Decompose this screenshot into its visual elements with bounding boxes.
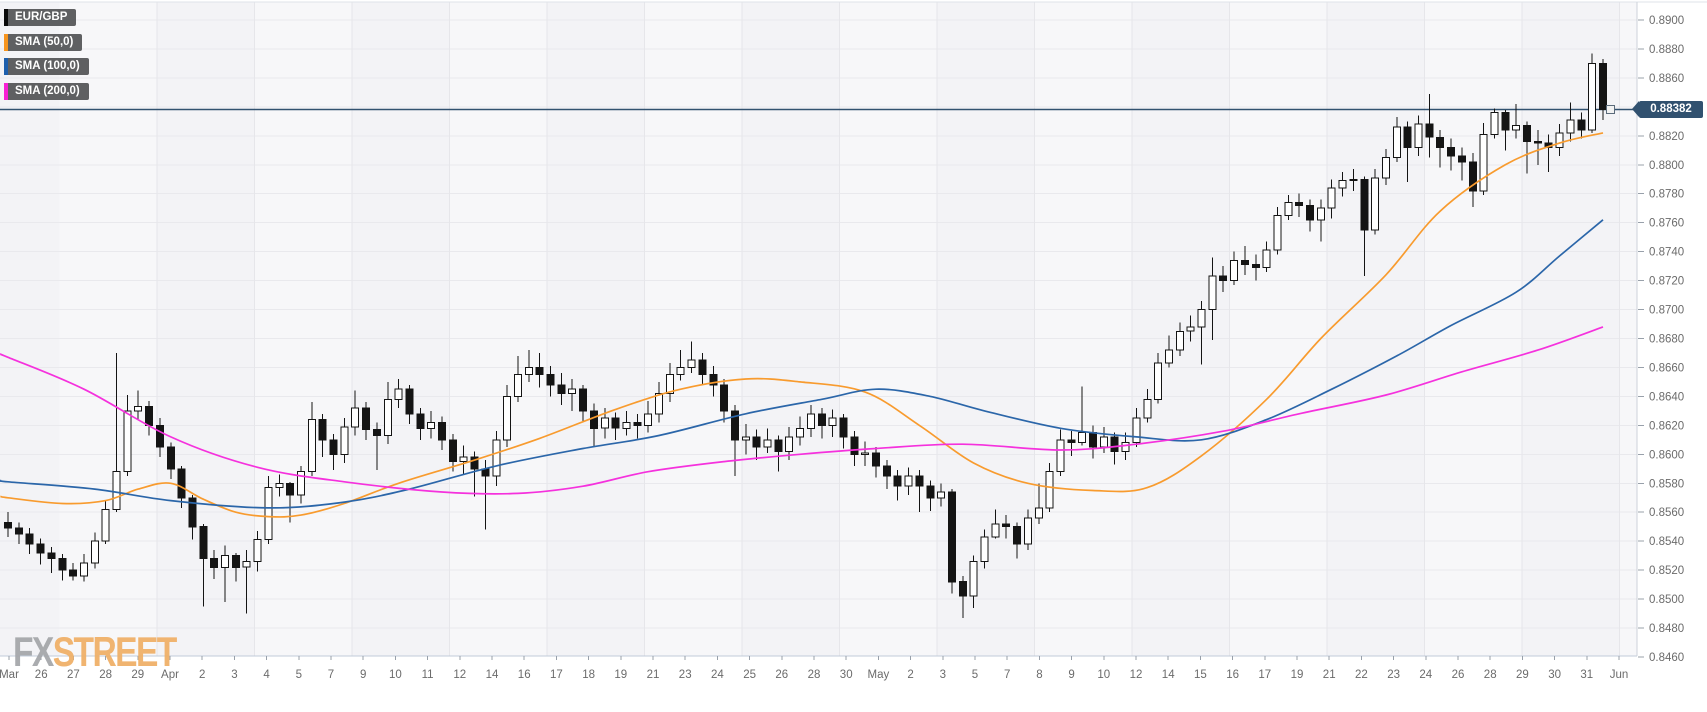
svg-text:28: 28 [1484, 669, 1497, 681]
svg-text:24: 24 [1419, 669, 1432, 681]
svg-text:2: 2 [907, 669, 913, 681]
svg-text:18: 18 [582, 669, 595, 681]
svg-text:28: 28 [808, 669, 821, 681]
svg-text:29: 29 [1516, 669, 1529, 681]
svg-text:0.8700: 0.8700 [1649, 305, 1684, 317]
svg-text:9: 9 [360, 669, 366, 681]
svg-text:0.8480: 0.8480 [1649, 623, 1684, 635]
svg-text:0.8520: 0.8520 [1649, 565, 1684, 577]
svg-text:14: 14 [1162, 669, 1175, 681]
candlesticks [4, 53, 1607, 618]
svg-text:15: 15 [1194, 669, 1207, 681]
legend-item-sma50[interactable]: SMA (50,0) [4, 33, 83, 51]
svg-text:3: 3 [231, 669, 237, 681]
legend-item-label: EUR/GBP [8, 9, 77, 26]
svg-text:30: 30 [840, 669, 853, 681]
legend-item-label: SMA (100,0) [8, 58, 89, 75]
logo-fx-text: FX [13, 628, 54, 675]
svg-text:25: 25 [743, 669, 756, 681]
svg-text:0.8460: 0.8460 [1649, 652, 1684, 664]
svg-text:Mar: Mar [0, 669, 19, 681]
series-color-bar [4, 33, 8, 51]
svg-text:7: 7 [328, 669, 334, 681]
sma50-line [0, 132, 1604, 518]
svg-text:3: 3 [940, 669, 946, 681]
svg-text:0.8640: 0.8640 [1649, 391, 1684, 403]
svg-text:0.8900: 0.8900 [1649, 15, 1684, 27]
svg-text:14: 14 [486, 669, 499, 681]
svg-text:5: 5 [296, 669, 302, 681]
svg-text:23: 23 [679, 669, 692, 681]
svg-text:16: 16 [1226, 669, 1239, 681]
series-color-bar [4, 82, 8, 100]
svg-text:11: 11 [422, 669, 434, 681]
svg-text:10: 10 [389, 669, 402, 681]
sma200-line [0, 326, 1604, 495]
legend-item-label: SMA (200,0) [8, 82, 89, 100]
svg-text:22: 22 [1355, 669, 1368, 681]
svg-text:30: 30 [1548, 669, 1561, 681]
legend-item-pair[interactable]: EUR/GBP [4, 9, 77, 26]
legend: EUR/GBP SMA (50,0) SMA (100,0) SMA (200,… [4, 9, 89, 107]
svg-text:17: 17 [1258, 669, 1271, 681]
svg-text:10: 10 [1097, 669, 1110, 681]
svg-text:0.8600: 0.8600 [1649, 449, 1684, 461]
svg-text:31: 31 [1580, 669, 1593, 681]
svg-text:5: 5 [972, 669, 978, 681]
svg-text:0.8800: 0.8800 [1649, 160, 1684, 172]
svg-text:Apr: Apr [161, 669, 179, 681]
legend-item-sma100[interactable]: SMA (100,0) [4, 58, 89, 75]
svg-text:0.8660: 0.8660 [1649, 363, 1684, 375]
svg-text:29: 29 [131, 669, 144, 681]
svg-text:0.8880: 0.8880 [1649, 44, 1684, 56]
svg-text:May: May [868, 669, 890, 681]
series-color-bar [4, 58, 8, 75]
svg-text:0.8620: 0.8620 [1649, 420, 1684, 432]
svg-text:12: 12 [453, 669, 466, 681]
svg-text:0.8500: 0.8500 [1649, 594, 1684, 606]
svg-text:0.8860: 0.8860 [1649, 73, 1684, 85]
svg-text:0.8720: 0.8720 [1649, 276, 1684, 288]
svg-text:26: 26 [1452, 669, 1465, 681]
svg-text:0.8780: 0.8780 [1649, 189, 1684, 201]
svg-text:26: 26 [35, 669, 48, 681]
svg-text:24: 24 [711, 669, 724, 681]
svg-text:19: 19 [614, 669, 627, 681]
svg-text:9: 9 [1068, 669, 1074, 681]
svg-text:0.8820: 0.8820 [1649, 131, 1684, 143]
svg-text:0.8540: 0.8540 [1649, 536, 1684, 548]
svg-text:28: 28 [99, 669, 112, 681]
svg-text:26: 26 [775, 669, 788, 681]
svg-text:7: 7 [1004, 669, 1010, 681]
svg-text:12: 12 [1130, 669, 1143, 681]
svg-text:19: 19 [1291, 669, 1304, 681]
svg-text:4: 4 [263, 669, 270, 681]
svg-text:2: 2 [199, 669, 205, 681]
logo-street-text: STREET [52, 628, 178, 675]
svg-text:Jun: Jun [1610, 669, 1629, 681]
legend-item-label: SMA (50,0) [8, 33, 83, 51]
svg-text:0.8740: 0.8740 [1649, 247, 1684, 259]
series-color-bar [4, 9, 8, 26]
svg-text:21: 21 [1323, 669, 1336, 681]
svg-text:0.8560: 0.8560 [1649, 507, 1684, 519]
fxstreet-logo: FXSTREET [13, 628, 178, 676]
svg-text:27: 27 [67, 669, 80, 681]
current-price-tag: 0.88382 [1632, 100, 1703, 118]
svg-text:0.8680: 0.8680 [1649, 334, 1684, 346]
legend-item-sma200[interactable]: SMA (200,0) [4, 82, 89, 100]
svg-text:16: 16 [518, 669, 531, 681]
sma100-line [0, 219, 1604, 509]
time-axis: Mar 26 27 28 29 Apr 2 3 4 5 7 9 10 11 12 14 16 17 18 19 21 23… [0, 656, 1628, 681]
svg-text:23: 23 [1387, 669, 1400, 681]
svg-text:8: 8 [1036, 669, 1042, 681]
svg-text:0.8760: 0.8760 [1649, 218, 1684, 230]
svg-text:17: 17 [550, 669, 563, 681]
svg-text:21: 21 [647, 669, 660, 681]
last-price-marker [1606, 104, 1615, 114]
svg-text:0.8580: 0.8580 [1649, 478, 1684, 490]
